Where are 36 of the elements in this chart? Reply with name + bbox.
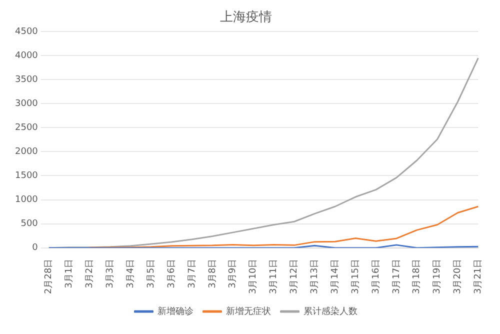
x-tick-label: 3月15日 xyxy=(350,258,361,294)
x-tick-label: 3月19日 xyxy=(432,258,443,294)
x-tick-label: 3月6日 xyxy=(166,258,177,288)
y-tick-label: 2000 xyxy=(15,147,38,158)
chart-title: 上海疫情 xyxy=(220,10,272,26)
x-tick-label: 2月28日 xyxy=(44,258,54,294)
x-tick-label: 3月3日 xyxy=(106,258,116,288)
y-tick-label: 3000 xyxy=(15,99,38,110)
y-tick-label: 3500 xyxy=(15,74,38,85)
x-tick-label: 3月9日 xyxy=(228,258,238,288)
y-tick-label: 500 xyxy=(20,219,38,230)
x-tick-label: 3月7日 xyxy=(187,258,198,288)
y-tick-label: 4000 xyxy=(15,50,38,61)
x-tick-label: 3月11日 xyxy=(269,258,280,294)
x-tick-label: 3月16日 xyxy=(371,258,382,294)
x-tick-label: 3月2日 xyxy=(85,258,96,288)
legend-label: 新增确诊 xyxy=(157,306,194,317)
y-tick-label: 1500 xyxy=(15,171,38,182)
x-tick-label: 3月8日 xyxy=(208,258,218,288)
y-tick-label: 0 xyxy=(32,243,38,254)
x-tick-label: 3月18日 xyxy=(412,258,422,294)
x-tick-label: 3月1日 xyxy=(64,258,75,288)
x-tick-label: 3月10日 xyxy=(248,258,259,294)
y-tick-label: 2500 xyxy=(15,123,38,134)
legend-label: 新增无症状 xyxy=(226,306,271,317)
x-tick-label: 3月20日 xyxy=(453,258,464,294)
y-tick-label: 1000 xyxy=(15,195,38,206)
x-tick-label: 3月5日 xyxy=(146,258,156,288)
x-tick-label: 3月13日 xyxy=(310,258,320,294)
x-tick-label: 3月21日 xyxy=(474,258,484,294)
legend-label: 累计感染人数 xyxy=(303,306,358,317)
y-tick-label: 4500 xyxy=(15,26,38,37)
x-tick-label: 3月12日 xyxy=(290,258,300,294)
x-tick-label: 3月14日 xyxy=(330,258,340,294)
x-tick-label: 3月17日 xyxy=(392,258,402,294)
x-tick-label: 3月4日 xyxy=(126,258,136,288)
